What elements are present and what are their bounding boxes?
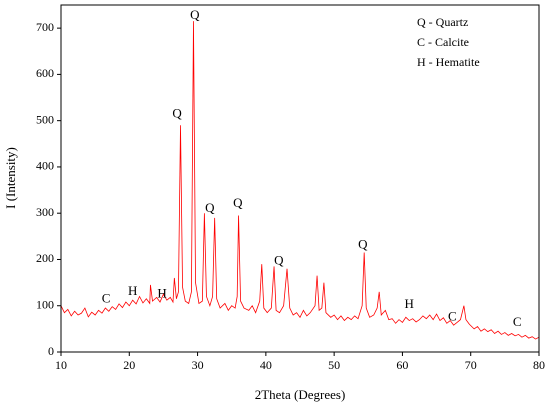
peak-label: C — [513, 314, 522, 329]
y-tick-label: 0 — [48, 344, 54, 358]
y-tick-label: 700 — [36, 20, 54, 34]
x-tick-label: 30 — [192, 358, 204, 372]
x-tick-label: 80 — [533, 358, 545, 372]
legend-entry: H - Hematite — [417, 55, 480, 69]
y-tick-label: 300 — [36, 205, 54, 219]
peak-label: Q — [205, 200, 215, 215]
x-tick-label: 70 — [465, 358, 477, 372]
x-tick-label: 10 — [55, 358, 67, 372]
peak-label: H — [157, 286, 166, 301]
y-tick-label: 100 — [36, 297, 54, 311]
peak-label: C — [448, 309, 457, 324]
legend-entry: Q - Quartz — [417, 15, 468, 29]
peak-label: H — [128, 283, 137, 298]
peak-label: C — [102, 291, 111, 306]
y-tick-label: 600 — [36, 66, 54, 80]
peak-label: Q — [233, 195, 243, 210]
peak-label: Q — [172, 106, 182, 121]
peak-label: H — [405, 296, 414, 311]
peak-label: Q — [190, 7, 200, 22]
y-axis-title: I (Intensity) — [3, 147, 18, 209]
legend-entry: C - Calcite — [417, 35, 469, 49]
y-tick-label: 400 — [36, 159, 54, 173]
x-tick-label: 40 — [260, 358, 272, 372]
data-line — [60, 21, 540, 340]
peak-label: Q — [358, 237, 368, 252]
x-tick-label: 60 — [396, 358, 408, 372]
y-tick-label: 200 — [36, 251, 54, 265]
x-tick-label: 20 — [123, 358, 135, 372]
x-tick-label: 50 — [328, 358, 340, 372]
x-axis-title: 2Theta (Degrees) — [255, 387, 346, 402]
peak-label: Q — [274, 252, 284, 267]
y-tick-label: 500 — [36, 112, 54, 126]
plot-frame — [60, 4, 540, 353]
